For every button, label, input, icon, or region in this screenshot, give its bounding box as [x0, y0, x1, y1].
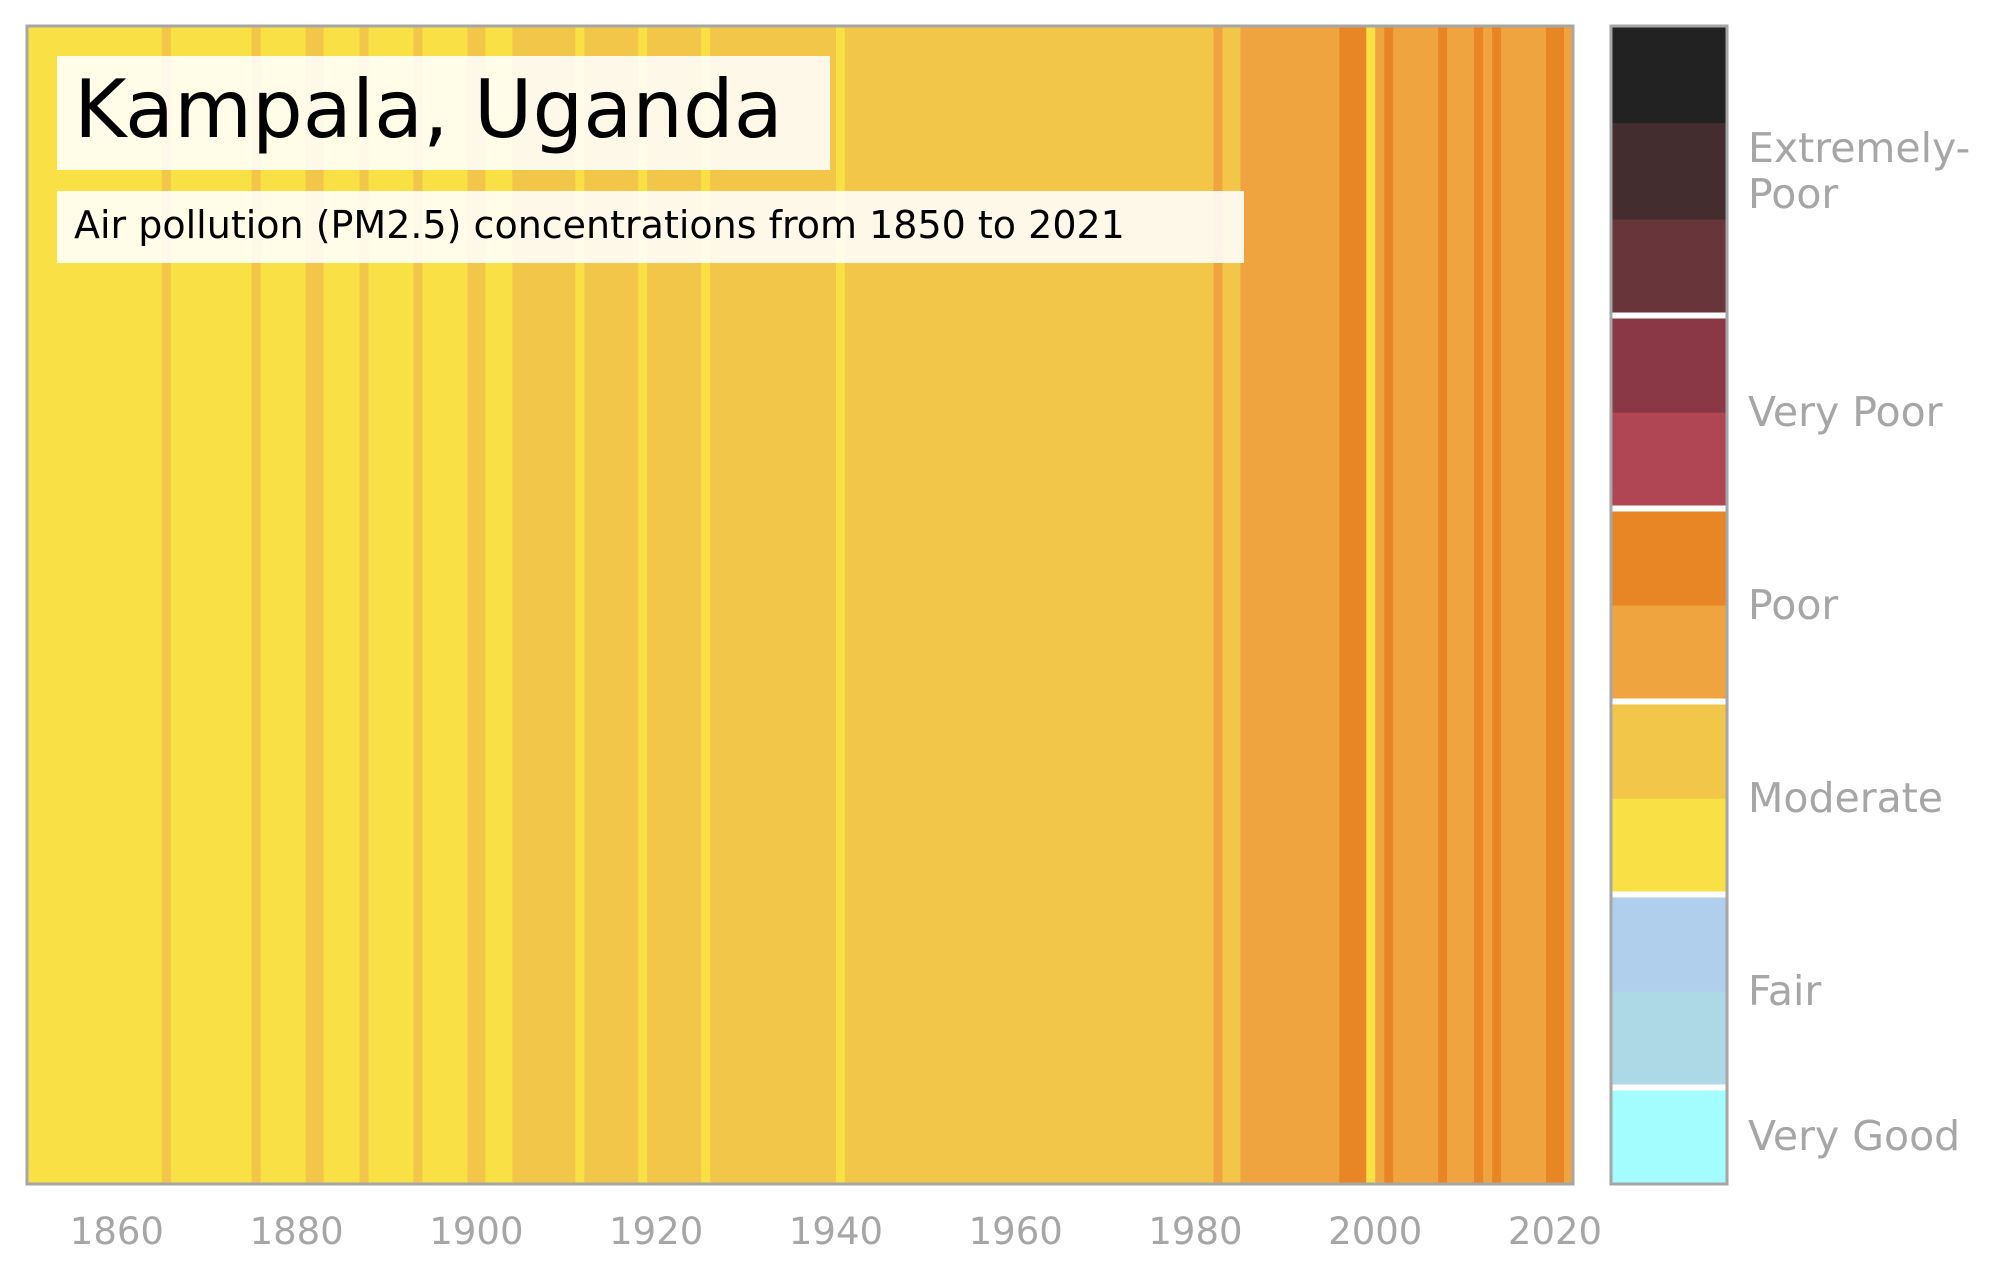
legend-separator: [1611, 1084, 1727, 1091]
chart-title: Kampala, Uganda: [74, 63, 783, 156]
stripe-1893: [413, 26, 424, 1184]
plot-frame: [25, 24, 1575, 1186]
subtitle-background: [57, 191, 1244, 263]
legend-swatch-fair-1: [1611, 991, 1727, 1089]
subtitle-box: Air pollution (PM2.5) concentrations fro…: [57, 191, 1244, 263]
legend-swatch-poor-2: [1611, 508, 1727, 606]
title-box: Kampala, Uganda: [57, 56, 830, 170]
legend-separator: [1611, 698, 1727, 705]
legend-swatch-fair-2: [1611, 894, 1727, 992]
x-tick-label-2020: 2020: [1508, 1210, 1602, 1253]
stripe-1996: [1339, 26, 1367, 1184]
x-tick-label-1960: 1960: [969, 1210, 1063, 1253]
stripe-2001: [1384, 26, 1394, 1184]
legend-separator: [1611, 312, 1727, 319]
legend-separator: [1611, 505, 1727, 512]
x-tick-label-1860: 1860: [70, 1210, 164, 1253]
x-tick-label-2000: 2000: [1328, 1210, 1422, 1253]
legend-swatch-moderate-2: [1611, 701, 1727, 799]
stripe-1875: [251, 26, 262, 1184]
stripe-1983: [1222, 26, 1242, 1184]
color-legend: Very Good Fair Moderate Poor Very Poor Extrem…: [1609, 24, 1970, 1186]
x-tick-label-1920: 1920: [609, 1210, 703, 1253]
legend-label-5: Extremely-Poor: [1748, 124, 1970, 218]
stripe-1925: [701, 26, 711, 1184]
stripe-2021: [1564, 26, 1574, 1184]
stripe-1865: [161, 26, 172, 1184]
stripe-2000: [1375, 26, 1385, 1184]
stripe-1985: [1240, 26, 1340, 1184]
stripe-1911: [575, 26, 585, 1184]
x-tick-label-1900: 1900: [429, 1210, 523, 1253]
stripe-1940: [835, 26, 846, 1184]
x-axis-tick-labels: 1860 1880 1900 1920 1940 1960 1980 2000 2020: [70, 1210, 1602, 1253]
legend-separator: [1611, 891, 1727, 898]
stripe-1999: [1366, 26, 1376, 1184]
legend-swatch-very-poor-2: [1611, 315, 1727, 413]
chart-subtitle: Air pollution (PM2.5) concentrations fro…: [74, 203, 1125, 247]
stripe-1982: [1213, 26, 1224, 1184]
stripe-2007: [1438, 26, 1448, 1184]
legend-swatch-very-good-1: [1611, 1087, 1727, 1185]
stripe-2012: [1483, 26, 1493, 1184]
x-tick-label-1980: 1980: [1148, 1210, 1242, 1253]
legend-label-1: Fair: [1748, 967, 1821, 1015]
stripe-1918: [638, 26, 648, 1184]
stripe-2019: [1546, 26, 1565, 1184]
stripe-1887: [359, 26, 370, 1184]
legend-label-3: Poor: [1748, 581, 1838, 629]
stripe-1881: [305, 26, 325, 1184]
legend-label-0: Very Good: [1748, 1112, 1960, 1160]
legend-swatch-extremely-poor-3: [1611, 26, 1727, 124]
stripe-2014: [1501, 26, 1547, 1184]
legend-label-4: Very Poor: [1748, 388, 1943, 436]
title-background: [57, 56, 830, 170]
stripe-2008: [1447, 26, 1475, 1184]
x-tick-label-1880: 1880: [250, 1210, 344, 1253]
stripe-2013: [1492, 26, 1502, 1184]
legend-swatch-moderate-1: [1611, 798, 1727, 896]
legend-frame: [1609, 24, 1729, 1186]
stripe-2002: [1393, 26, 1439, 1184]
legend-swatch-extremely-poor-2: [1611, 122, 1727, 220]
stripe-2011: [1474, 26, 1484, 1184]
stripe-1899: [467, 26, 487, 1184]
legend-label-2: Moderate: [1748, 774, 1943, 822]
legend-swatch-extremely-poor-1: [1611, 219, 1727, 317]
legend-swatch-very-poor-1: [1611, 412, 1727, 510]
x-tick-label-1940: 1940: [789, 1210, 883, 1253]
legend-swatch-poor-1: [1611, 605, 1727, 703]
